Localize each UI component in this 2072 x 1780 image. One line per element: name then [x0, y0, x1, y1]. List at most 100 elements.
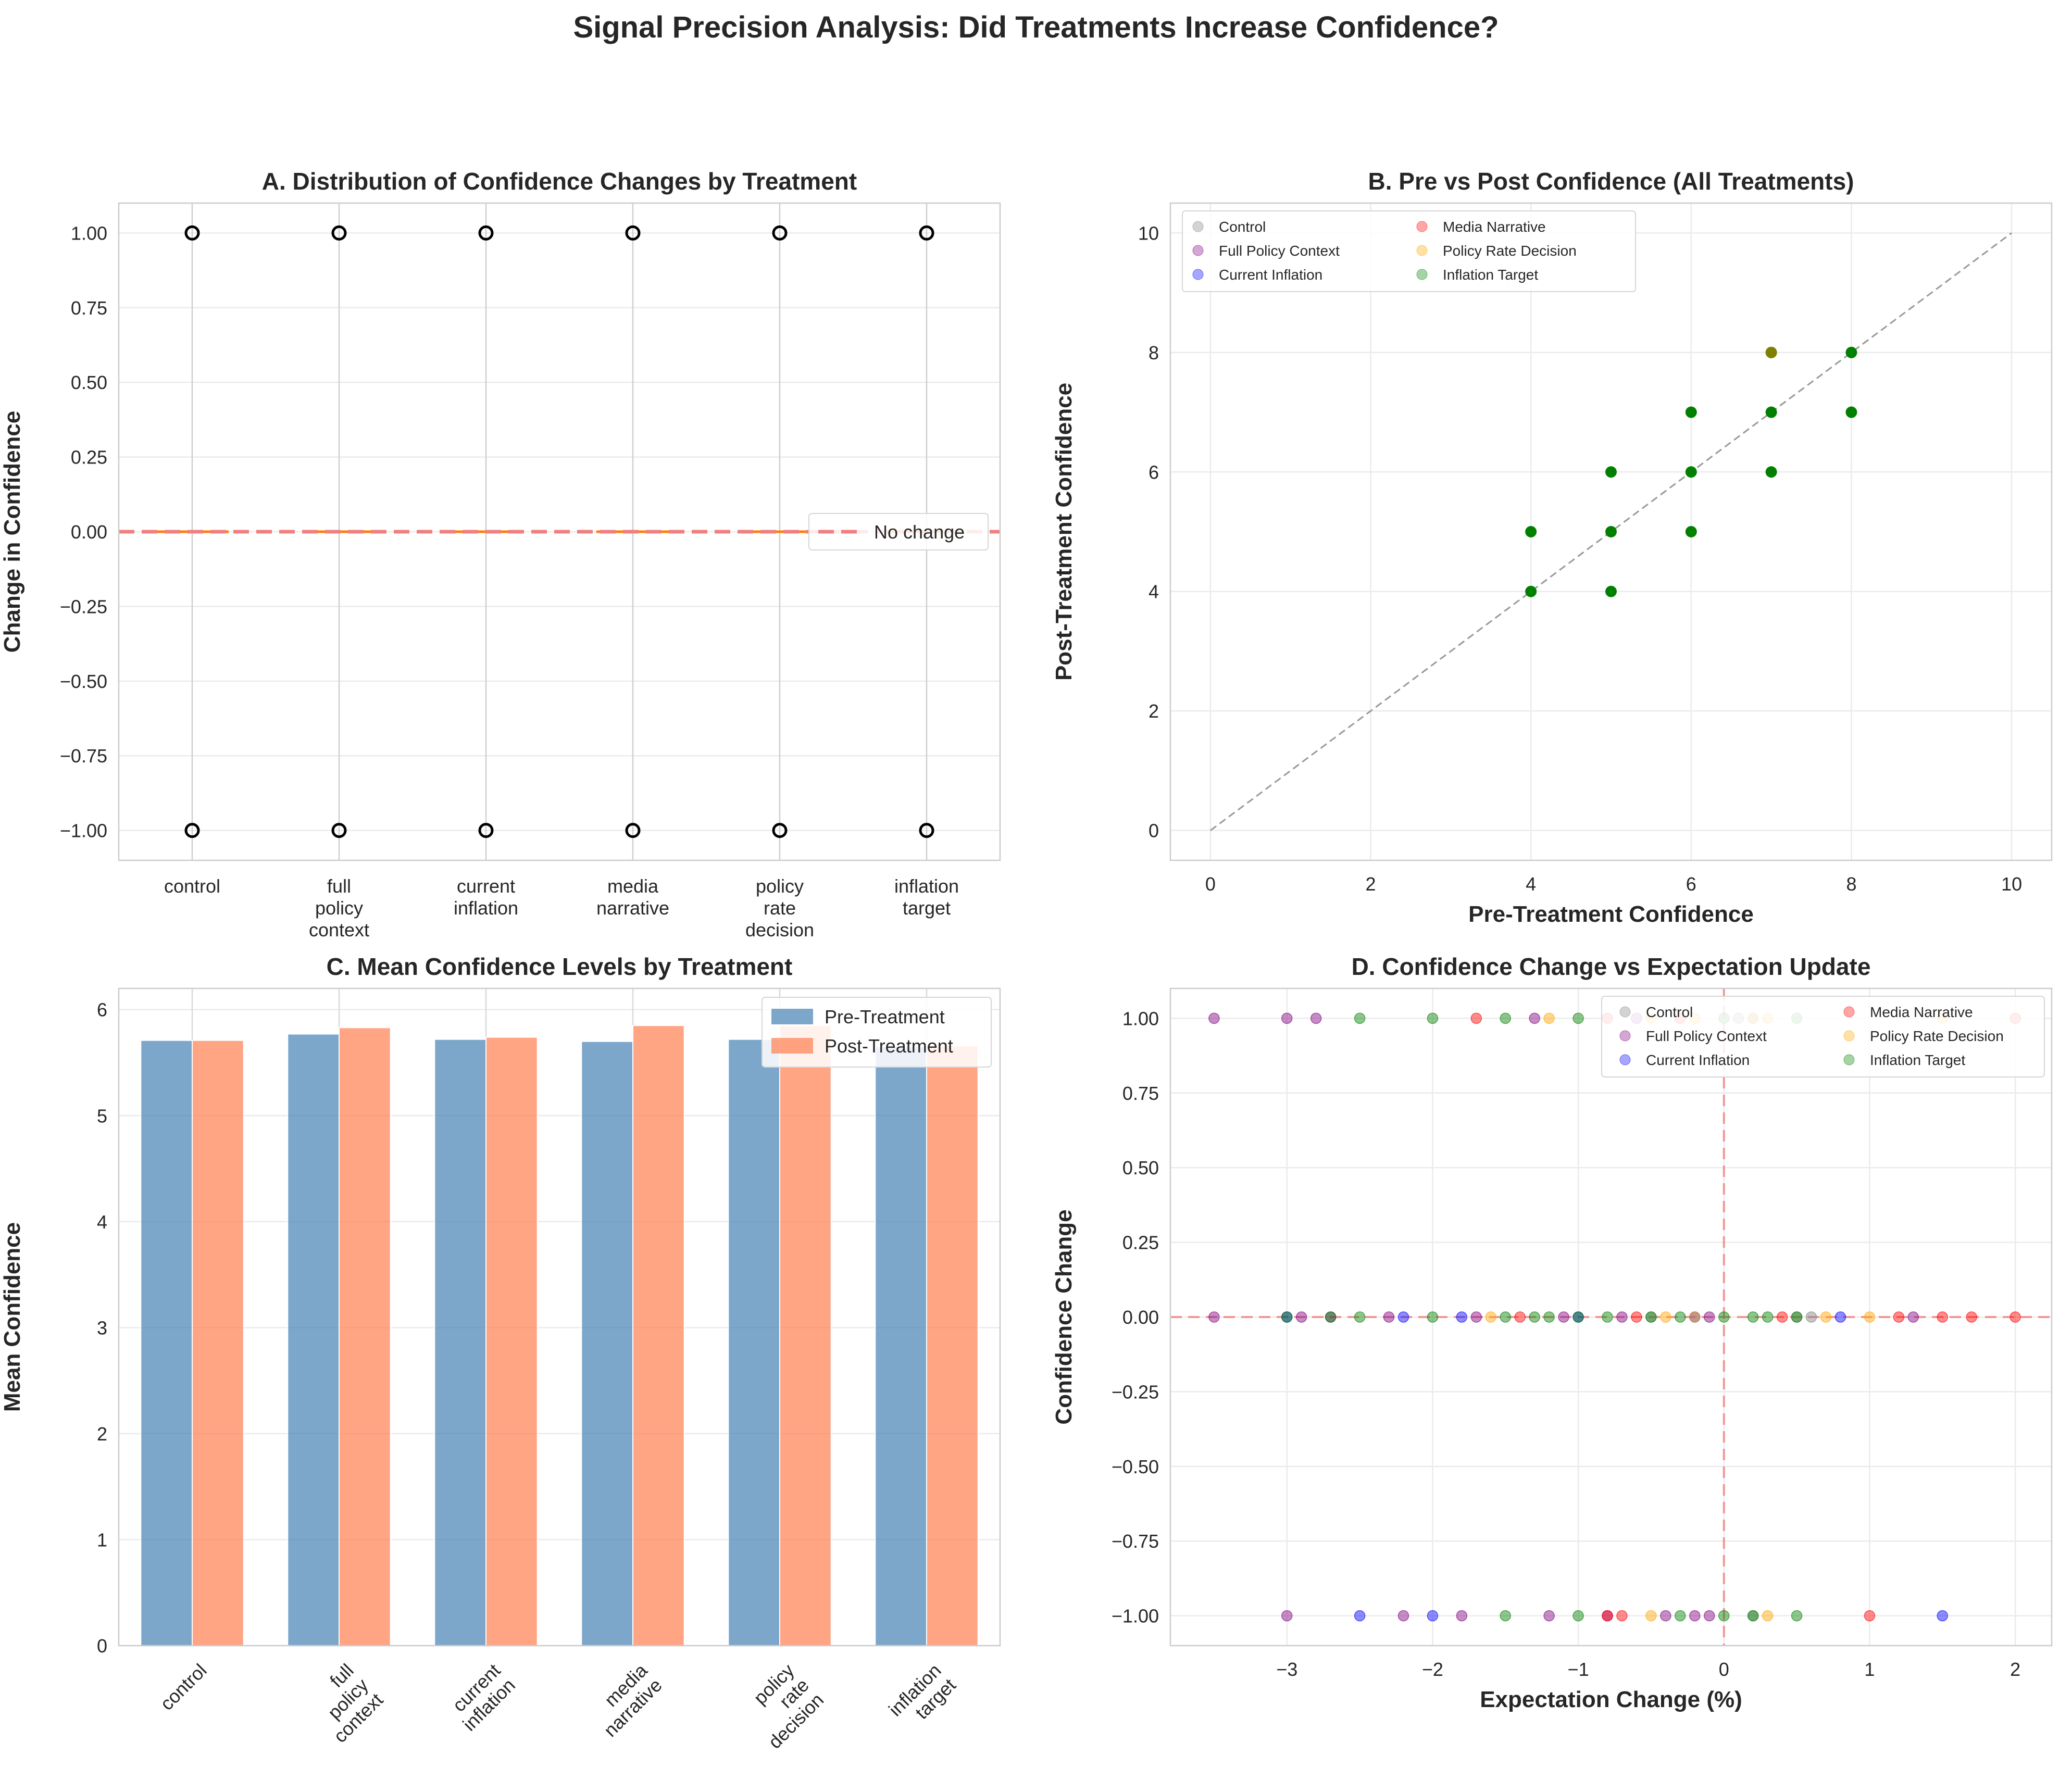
plot-frame — [118, 987, 1001, 1647]
legend-label: Media Narrative — [1443, 219, 1546, 235]
legend-box — [1182, 210, 1636, 292]
scatter-point — [1500, 1012, 1511, 1024]
legend-swatch — [771, 1009, 813, 1024]
x-tick-label: 1 — [1864, 1659, 1875, 1680]
scatter-point — [1208, 1012, 1220, 1024]
scatter-point — [1718, 1311, 1730, 1323]
panel-d-scatter-plot: −1.00 −0.75 −0.50 −0.25 0.00 0.25 0.50 0.75 1.00… — [1051, 953, 2053, 1712]
bar-pre — [140, 1039, 193, 1646]
scatter-point — [1500, 1610, 1511, 1622]
scatter-point — [1616, 1610, 1628, 1622]
y-tick-label: 0.75 — [1122, 1083, 1159, 1104]
scatter-point — [1525, 526, 1537, 537]
y-tick-label: 6 — [97, 999, 107, 1021]
scatter-point — [1525, 585, 1537, 597]
scatter-point — [1845, 346, 1857, 358]
plot-frame — [1169, 202, 2053, 861]
x-tick-label: −1 — [1568, 1659, 1589, 1680]
box-outlier — [919, 225, 934, 241]
y-tick-label: −0.50 — [1112, 1456, 1159, 1477]
scatter-point — [1660, 1610, 1671, 1622]
legend-box — [808, 513, 989, 550]
legend-label: Control — [1646, 1004, 1693, 1020]
box-outlier — [919, 823, 934, 838]
scatter-point — [1470, 1012, 1482, 1024]
y-tick-label: −1.00 — [60, 820, 107, 842]
legend-box — [1601, 996, 2045, 1077]
y-axis-label: Confidence Change — [1051, 1209, 1077, 1424]
scatter-point — [1543, 1311, 1555, 1323]
legend-label: Current Inflation — [1646, 1052, 1750, 1068]
y-axis-label: Change in Confidence — [0, 411, 25, 653]
y-tick-label: 0.25 — [71, 447, 107, 468]
x-tick-label: control — [164, 875, 220, 897]
x-tick-label: media — [607, 875, 659, 897]
x-axis-label: Expectation Change (%) — [1480, 1687, 1742, 1712]
legend-label: Control — [1219, 219, 1266, 235]
scatter-point — [1704, 1311, 1715, 1323]
scatter-point — [1765, 406, 1777, 418]
scatter-point — [1558, 1311, 1569, 1323]
x-tick-label: 8 — [1846, 873, 1856, 895]
scatter-point — [1514, 1311, 1526, 1323]
plot-frame — [118, 202, 1001, 861]
legend-label: Full Policy Context — [1219, 243, 1340, 259]
y-tick-label: 0.00 — [71, 521, 107, 543]
x-tick-label: 2 — [1366, 873, 1376, 895]
panel-title: B. Pre vs Post Confidence (All Treatment… — [1368, 168, 1854, 195]
x-tick-label: full — [327, 875, 351, 897]
scatter-point — [1660, 1311, 1671, 1323]
scatter-point — [1685, 406, 1697, 418]
scatter-point — [1864, 1610, 1876, 1622]
x-tick-label: decision — [745, 919, 814, 941]
legend-marker — [1192, 245, 1204, 256]
scatter-point — [1631, 1311, 1642, 1323]
legend-marker — [1416, 269, 1428, 280]
scatter-point — [1762, 1311, 1774, 1323]
scatter-point — [1427, 1610, 1439, 1622]
x-tick-label: policy — [756, 875, 804, 897]
legend-label: Post-Treatment — [825, 1035, 953, 1057]
scatter-point — [1543, 1012, 1555, 1024]
bar-post — [632, 1025, 685, 1646]
scatter-point — [1704, 1610, 1715, 1622]
bar-post — [779, 1025, 832, 1646]
legend-label: Inflation Target — [1870, 1052, 1965, 1068]
scatter-point — [1645, 1610, 1657, 1622]
legend-label: No change — [874, 521, 965, 543]
bar-pre — [287, 1033, 340, 1646]
x-tick-label: rate — [764, 897, 796, 919]
scatter-point — [1325, 1311, 1337, 1323]
y-tick-label: 5 — [97, 1105, 107, 1126]
x-tick-label: 0 — [1719, 1659, 1729, 1680]
scatter-point — [1747, 1311, 1759, 1323]
legend-label: Inflation Target — [1443, 267, 1538, 283]
scatter-point — [1485, 1311, 1497, 1323]
y-axis-label: Post-Treatment Confidence — [1051, 383, 1077, 681]
y-tick-label: −0.75 — [1112, 1531, 1159, 1552]
legend-box — [762, 997, 992, 1068]
scatter-point — [1893, 1311, 1905, 1323]
box-outlier — [184, 225, 200, 241]
scatter-point — [1354, 1610, 1366, 1622]
scatter-point — [1675, 1610, 1686, 1622]
y-tick-label: 0.50 — [1122, 1157, 1159, 1179]
scatter-point — [1616, 1311, 1628, 1323]
scatter-point — [1572, 1610, 1584, 1622]
x-tick-label: target — [903, 897, 951, 919]
legend-label: Full Policy Context — [1646, 1028, 1767, 1044]
plot-frame — [1169, 987, 2053, 1647]
y-tick-label: 4 — [1149, 581, 1159, 603]
scatter-point — [1281, 1610, 1293, 1622]
scatter-point — [1281, 1012, 1293, 1024]
y-tick-label: 0.25 — [1122, 1232, 1159, 1253]
x-tick-label: inflation — [454, 897, 518, 919]
x-tick-label: inflation — [894, 875, 959, 897]
scatter-point — [1907, 1311, 1919, 1323]
y-tick-label: 3 — [97, 1317, 107, 1338]
scatter-point — [1281, 1311, 1293, 1323]
scatter-point — [1208, 1311, 1220, 1323]
x-tick-label: 10 — [2001, 873, 2022, 895]
scatter-point — [1456, 1311, 1468, 1323]
y-tick-label: −0.25 — [1112, 1381, 1159, 1402]
